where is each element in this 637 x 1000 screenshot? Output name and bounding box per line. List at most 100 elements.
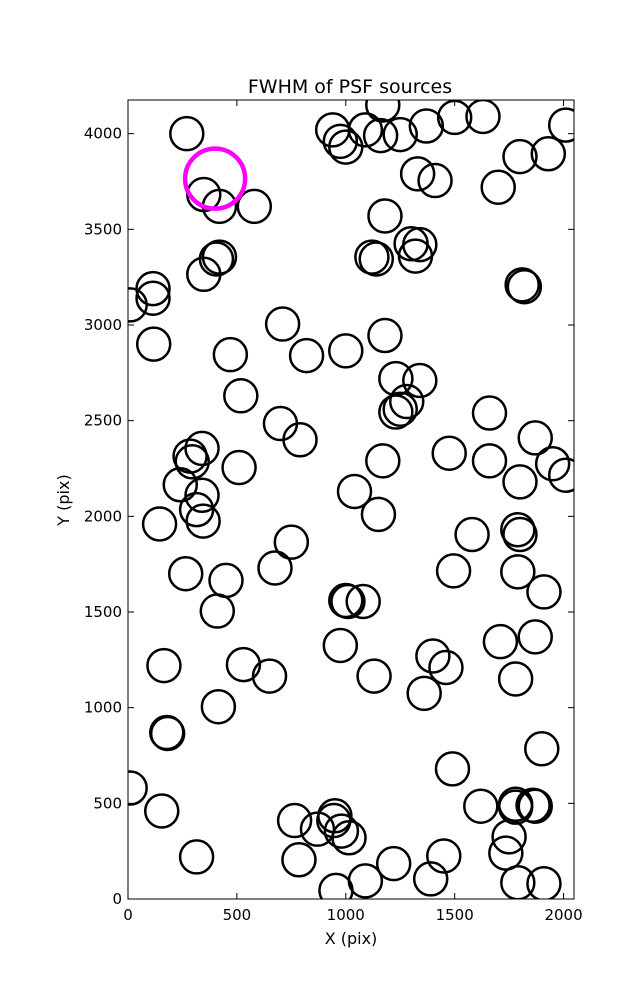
psf-source-marker	[547, 107, 574, 143]
plot-frame	[127, 99, 575, 900]
psf-source-marker	[502, 138, 538, 175]
psf-source-marker	[178, 491, 215, 528]
psf-source-marker	[331, 820, 367, 856]
psf-source-marker	[365, 100, 401, 123]
psf-source-marker	[471, 443, 508, 479]
psf-source-marker	[500, 864, 536, 899]
psf-source-marker	[223, 378, 259, 414]
psf-source-marker	[185, 503, 221, 539]
psf-source-marker	[281, 842, 317, 878]
psf-source-marker	[382, 391, 418, 427]
x-tick-label: 1000	[327, 906, 365, 924]
psf-source-marker	[500, 554, 536, 590]
x-axis-label: X (pix)	[325, 929, 378, 948]
chart-title: FWHM of PSF sources	[248, 76, 452, 98]
psf-source-marker	[347, 112, 384, 148]
psf-source-marker	[367, 317, 403, 354]
psf-source-marker	[502, 516, 538, 553]
psf-source-marker	[282, 422, 318, 458]
psf-source-marker	[322, 627, 359, 664]
y-tick-label: 4000	[84, 125, 122, 143]
y-tick-label: 3500	[84, 220, 122, 238]
psf-source-marker	[365, 443, 401, 479]
psf-source-marker	[169, 115, 205, 152]
psf-source-marker	[345, 583, 381, 620]
psf-source-marker	[406, 675, 442, 712]
y-axis: 0 500 1000 1500 2000 2500 3000 3500 4000	[84, 125, 574, 908]
psf-source-marker	[435, 553, 472, 589]
x-tick-label: 1500	[436, 906, 474, 924]
psf-source-marker	[336, 473, 373, 510]
markers-layer	[128, 100, 574, 899]
psf-source-marker	[330, 583, 366, 620]
psf-source-marker	[184, 430, 220, 467]
y-tick-label: 0	[112, 890, 122, 908]
psf-source-marker	[497, 789, 534, 825]
psf-source-marker	[144, 793, 180, 829]
psf-source-marker	[465, 100, 501, 135]
psf-source-marker	[354, 239, 390, 275]
psf-source-marker	[417, 162, 453, 199]
x-tick-label: 500	[223, 906, 252, 924]
psf-source-marker	[500, 511, 536, 548]
psf-source-marker	[480, 169, 516, 205]
psf-source-marker	[328, 333, 364, 369]
psf-source-marker	[186, 256, 222, 293]
psf-source-marker	[367, 198, 403, 234]
psf-source-marker	[257, 550, 293, 586]
psf-source-marker	[397, 238, 434, 274]
psf-source-marker	[399, 156, 436, 192]
psf-source-marker	[362, 117, 399, 154]
psf-source-marker	[149, 715, 186, 752]
y-tick-label: 3000	[84, 316, 122, 334]
psf-source-marker	[547, 457, 574, 493]
psf-source-marker	[174, 444, 210, 480]
psf-source-marker	[534, 445, 571, 482]
psf-source-marker	[288, 337, 325, 374]
psf-source-marker	[463, 788, 499, 824]
psf-source-marker	[178, 839, 215, 875]
psf-source-marker	[502, 464, 538, 500]
psf-source-marker	[375, 845, 412, 882]
x-tick-label: 0	[123, 906, 133, 924]
psf-source-marker	[347, 863, 384, 899]
psf-source-marker	[167, 555, 204, 592]
psf-source-marker	[412, 861, 449, 897]
psf-source-marker	[454, 516, 490, 553]
psf-source-marker	[426, 838, 462, 874]
y-tick-label: 500	[93, 794, 122, 812]
psf-source-marker	[322, 123, 359, 160]
psf-source-marker	[517, 788, 553, 824]
psf-source-marker	[382, 116, 418, 153]
psf-source-marker	[212, 336, 249, 373]
psf-source-marker	[408, 108, 445, 144]
psf-source-marker	[482, 623, 519, 660]
psf-source-marker	[526, 865, 562, 899]
psf-source-marker	[200, 688, 237, 725]
psf-source-marker	[488, 835, 524, 871]
psf-source-marker	[378, 394, 414, 430]
psf-source-marker	[251, 658, 288, 694]
psf-source-marker	[128, 770, 148, 806]
psf-source-marker	[273, 524, 310, 560]
psf-source-marker	[415, 638, 451, 674]
psf-source-marker	[184, 477, 220, 514]
psf-source-marker	[517, 619, 553, 655]
psf-source-marker	[276, 802, 313, 839]
psf-source-marker	[135, 280, 171, 316]
psf-source-marker	[504, 267, 540, 303]
psf-source-marker	[264, 306, 301, 342]
psf-source-marker	[146, 647, 182, 684]
psf-source-marker	[128, 287, 148, 323]
psf-source-marker	[431, 435, 467, 471]
psf-source-marker	[221, 449, 257, 486]
psf-source-marker	[491, 819, 527, 855]
highlight-source-marker	[182, 146, 248, 211]
psf-source-marker	[389, 383, 425, 420]
psf-source-marker	[497, 661, 534, 697]
psf-source-marker	[135, 326, 172, 362]
y-axis-label: Y (pix)	[54, 474, 73, 526]
psf-source-marker	[225, 646, 262, 683]
